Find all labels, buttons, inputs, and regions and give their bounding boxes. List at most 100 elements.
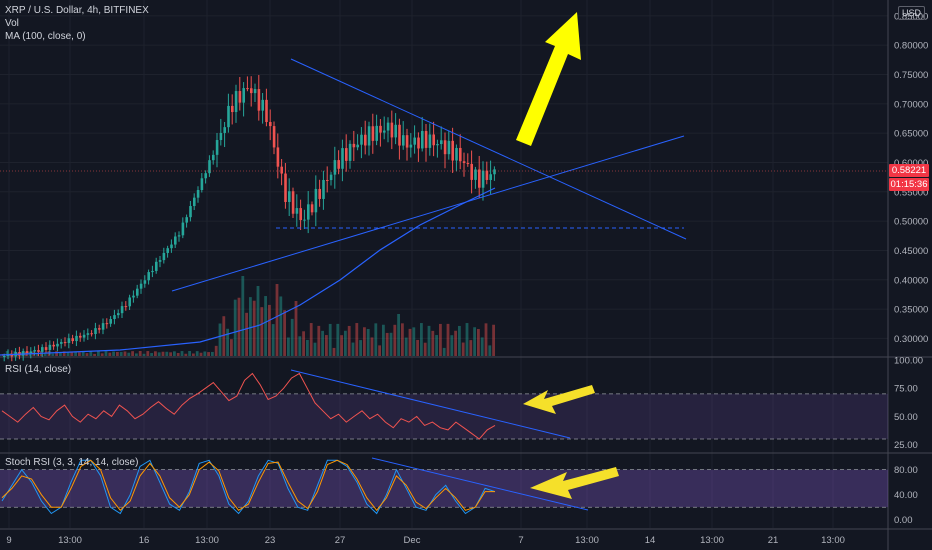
volume-bar — [465, 323, 469, 356]
currency-button[interactable]: USD — [898, 6, 926, 20]
volume-bar — [302, 331, 305, 356]
volume-bar — [264, 296, 267, 356]
candle-body — [272, 126, 276, 148]
candle-body — [242, 88, 245, 103]
candle-body — [485, 170, 489, 180]
volume-bar — [165, 351, 169, 356]
candle-body — [67, 338, 71, 343]
symbol-title[interactable]: XRP / U.S. Dollar, 4h, BITFINEX — [5, 5, 149, 16]
volume-bar — [336, 323, 340, 356]
volume-bar — [313, 342, 317, 356]
volume-bar — [469, 340, 473, 356]
candle-body — [345, 148, 348, 161]
candle-body — [44, 347, 48, 350]
candle-body — [63, 342, 67, 344]
volume-bar — [477, 329, 480, 356]
volume-bar — [161, 351, 165, 356]
candle-body — [120, 306, 124, 314]
candle-body — [139, 283, 143, 289]
volume-bar — [454, 330, 457, 356]
candle-body — [303, 219, 306, 221]
stoch-D-line — [1, 459, 495, 512]
volume-bar — [401, 323, 404, 356]
candle-body — [432, 134, 435, 146]
candle-body — [109, 319, 112, 324]
y-tick-label: 0.70000 — [894, 99, 928, 110]
annotation-arrows — [516, 12, 619, 499]
candle-body — [451, 140, 454, 161]
candle-body — [231, 105, 234, 113]
candle-body — [337, 160, 340, 169]
volume-bar — [203, 351, 207, 356]
candle-body — [291, 191, 295, 214]
candle-body — [75, 335, 78, 342]
volume-bar — [59, 352, 62, 356]
x-tick-label: 9 — [6, 535, 11, 546]
volume-bar — [484, 323, 488, 356]
volume-bar — [442, 347, 446, 356]
rsi-legend[interactable]: RSI (14, close) — [5, 364, 72, 375]
y-tick-label: 0.60000 — [894, 158, 928, 169]
candle-body — [318, 188, 321, 199]
volume-bar — [104, 351, 108, 356]
stoch-rsi-pane — [0, 457, 888, 515]
volume-bar — [435, 335, 438, 356]
ma-legend[interactable]: MA (100, close, 0) — [5, 31, 86, 42]
volume-bar — [150, 353, 153, 356]
candle-body — [166, 248, 169, 253]
volume-bar — [431, 330, 435, 356]
candle-body — [295, 208, 299, 214]
volume-bar — [112, 351, 115, 356]
x-tick-label: 13:00 — [821, 535, 845, 546]
candle-body — [253, 89, 257, 94]
axes: 0.30000 0.35000 0.40000 0.45000 0.50000 0.550… — [6, 11, 928, 546]
candle-body — [234, 91, 238, 113]
candle-body — [409, 144, 413, 148]
volume-bar — [461, 342, 465, 356]
volume-bar — [5, 351, 9, 356]
candle-body — [310, 204, 314, 213]
candle-body — [269, 122, 272, 127]
descending-trendline — [290, 58, 687, 240]
candle-body — [215, 140, 219, 155]
candle-body — [56, 343, 59, 347]
volume-bar — [385, 332, 389, 356]
x-tick-label: 13:00 — [58, 535, 82, 546]
candle-body — [94, 328, 97, 334]
volume-bar — [214, 345, 218, 356]
candle-body — [22, 351, 25, 356]
volume-bars — [2, 276, 495, 356]
candle-body — [390, 122, 394, 138]
candle-body — [322, 179, 325, 199]
candle-body — [124, 306, 128, 308]
stoch-rsi-legend[interactable]: Stoch RSI (3, 3, 14, 14, close) — [5, 457, 139, 468]
volume-bar — [480, 337, 484, 356]
volume-bar — [473, 327, 476, 356]
volume-bar — [184, 353, 188, 356]
volume-bar — [195, 351, 199, 356]
candle-body — [185, 217, 188, 223]
volume-bar — [157, 352, 161, 356]
vol-legend[interactable]: Vol — [5, 18, 19, 29]
volume-bar — [233, 299, 237, 356]
rsi-pane — [0, 369, 888, 440]
candle-body — [481, 170, 485, 188]
candle-body — [386, 122, 390, 131]
candle-body — [177, 235, 181, 237]
volume-bar — [363, 327, 366, 356]
volume-bar — [416, 339, 419, 356]
candle-body — [493, 169, 496, 175]
volume-bar — [146, 351, 150, 356]
main-legend: XRP / U.S. Dollar, 4h, BITFINEX Vol MA (… — [5, 4, 149, 43]
volume-bar — [366, 328, 370, 356]
volume-bar — [237, 297, 241, 356]
volume-bar — [142, 353, 146, 356]
volume-bar — [138, 351, 142, 356]
volume-bar — [169, 352, 172, 356]
ascending-trendline — [171, 135, 685, 292]
candle-body — [307, 204, 310, 220]
candle-body — [348, 143, 352, 161]
candle-body — [398, 124, 401, 146]
candle-body — [196, 190, 200, 198]
